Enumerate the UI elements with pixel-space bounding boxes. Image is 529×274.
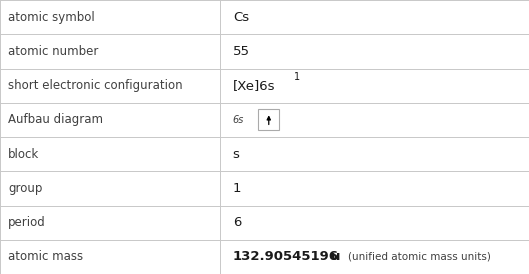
Text: atomic mass: atomic mass bbox=[8, 250, 83, 263]
Text: s: s bbox=[233, 148, 240, 161]
Text: 6: 6 bbox=[233, 216, 241, 229]
Text: Cs: Cs bbox=[233, 11, 249, 24]
Text: group: group bbox=[8, 182, 42, 195]
Text: block: block bbox=[8, 148, 39, 161]
Bar bbox=[258, 109, 279, 130]
Text: Aufbau diagram: Aufbau diagram bbox=[8, 113, 103, 126]
Text: 132.90545196: 132.90545196 bbox=[233, 250, 339, 263]
Text: 1: 1 bbox=[294, 72, 300, 82]
Text: u: u bbox=[331, 250, 340, 263]
Text: short electronic configuration: short electronic configuration bbox=[8, 79, 183, 92]
Text: 6s: 6s bbox=[233, 115, 244, 125]
Text: 55: 55 bbox=[233, 45, 250, 58]
Text: [Xe]6s: [Xe]6s bbox=[233, 79, 275, 92]
Text: (unified atomic mass units): (unified atomic mass units) bbox=[348, 252, 490, 262]
Text: period: period bbox=[8, 216, 45, 229]
Text: atomic number: atomic number bbox=[8, 45, 98, 58]
Text: 1: 1 bbox=[233, 182, 241, 195]
Text: atomic symbol: atomic symbol bbox=[8, 11, 95, 24]
